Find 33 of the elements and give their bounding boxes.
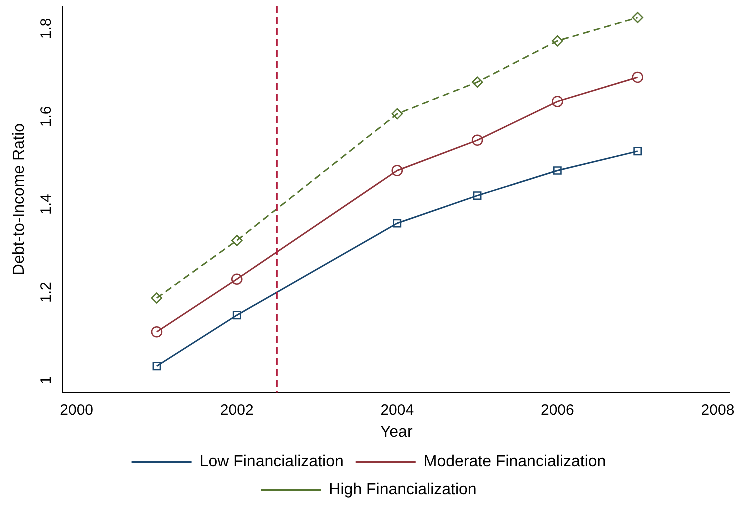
point [151,292,163,304]
y-tick-label: 1.2 [38,282,55,303]
y-axis-title: Debt-to-Income Ratio [11,123,28,276]
point [552,35,564,47]
legend-label: High Financialization [329,481,477,498]
point [231,235,243,246]
point [232,311,242,320]
point [632,72,644,84]
x-tick-label: 2004 [380,402,414,419]
y-tick-label: 1.8 [38,18,55,40]
y-tick-label: 1.4 [38,194,55,216]
y-tick-label: 1.6 [38,106,55,128]
point [632,12,644,24]
point [634,147,642,156]
legend-label: Moderate Financialization [424,453,606,470]
point [231,274,243,286]
point [392,108,404,120]
x-tick-label: 2008 [701,402,735,419]
point [152,362,162,371]
point [554,166,562,175]
x-axis-title: Year [380,424,414,441]
point [393,219,402,228]
point [472,134,484,146]
y-tick-label: 1 [38,376,55,385]
point [473,192,482,200]
x-tick-label: 2002 [220,402,254,419]
point [552,96,564,108]
point [392,165,404,176]
point [472,76,484,88]
x-tick-label: 2000 [60,402,94,419]
point [151,326,163,338]
legend-label: Low Financialization [200,453,344,470]
x-tick-label: 2006 [541,402,574,419]
